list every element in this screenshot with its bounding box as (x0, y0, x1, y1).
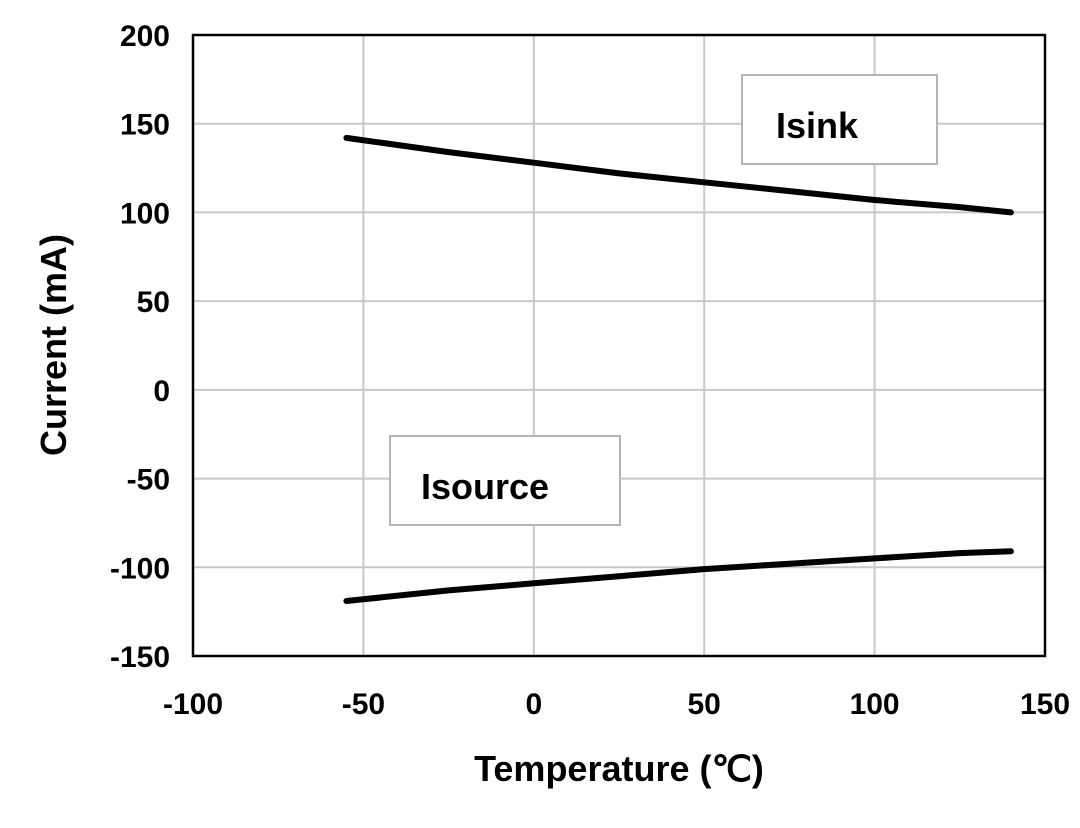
isink-label-box (741, 74, 938, 165)
x-tick-label: -100 (163, 688, 223, 721)
series-line-isink (343, 134, 1014, 216)
series-line-isource (343, 548, 1014, 604)
y-axis-title: Current (mA) (33, 234, 74, 456)
x-tick-labels: -100 -50 0 50 100 150 (163, 688, 1070, 721)
y-tick-label: 200 (120, 20, 170, 53)
plot-frame (191, 33, 1047, 658)
y-tick-label: -100 (110, 552, 170, 585)
series-labels: Isink Isource (389, 74, 938, 526)
x-tick-label: 0 (525, 688, 542, 721)
y-tick-label: 150 (120, 109, 170, 142)
y-tick-labels: -150 -100 -50 0 50 100 150 200 (110, 20, 170, 674)
x-tick-label: -50 (342, 688, 385, 721)
x-tick-label: 50 (688, 688, 721, 721)
y-tick-label: 0 (153, 375, 170, 408)
x-tick-label: 100 (850, 688, 900, 721)
y-tick-label: -150 (110, 641, 170, 674)
x-tick-label: 150 (1020, 688, 1070, 721)
x-axis-title: Temperature (℃) (474, 748, 764, 789)
isource-label-box (389, 435, 621, 526)
y-tick-label: 100 (120, 197, 170, 230)
isource-label: Isource (421, 466, 549, 507)
y-tick-label: -50 (127, 464, 170, 497)
y-tick-label: 50 (137, 286, 170, 319)
isink-label: Isink (776, 105, 859, 146)
series-layer (343, 134, 1014, 604)
